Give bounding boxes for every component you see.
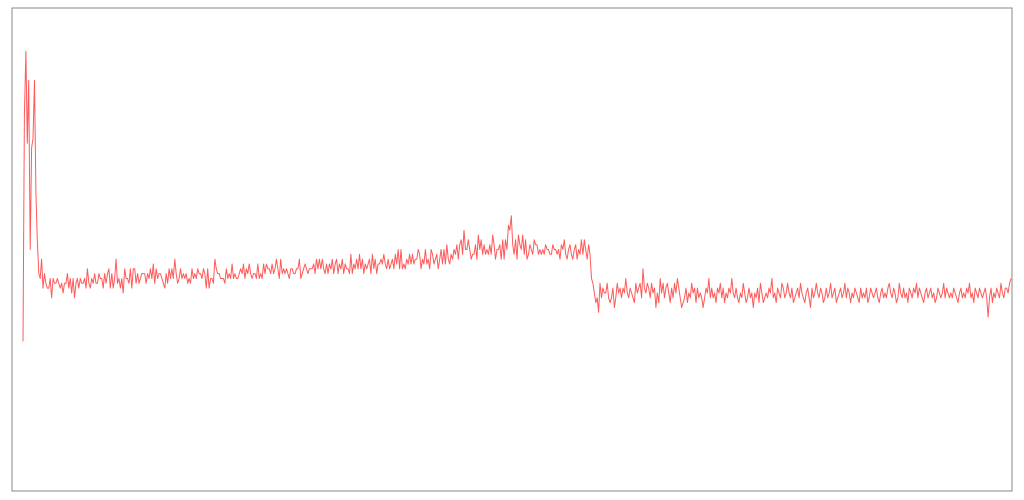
series-layer bbox=[22, 51, 1012, 342]
series-line-0 bbox=[22, 51, 1012, 342]
plot-frame bbox=[11, 7, 1013, 492]
